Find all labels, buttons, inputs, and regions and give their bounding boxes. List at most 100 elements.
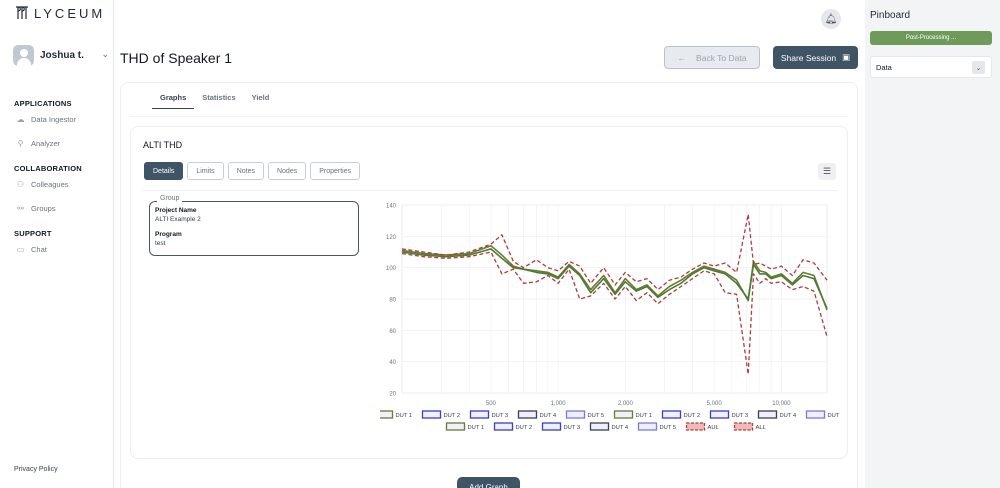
sidebar-item-label: Chat	[31, 245, 47, 254]
subtab-nodes[interactable]: Nodes	[267, 162, 307, 180]
legend-swatch	[733, 422, 754, 431]
add-graph-button[interactable]: Add Graph	[457, 477, 520, 488]
legend-swatch	[709, 410, 730, 419]
legend-swatch	[517, 410, 538, 419]
sidebar-item-analyzer[interactable]: ⚲ Analyzer	[16, 139, 61, 148]
series-line-all	[401, 251, 828, 375]
section-title-applications: APPLICATIONS	[14, 99, 72, 108]
back-to-data-label: Back To Data	[696, 52, 747, 63]
legend-swatch	[445, 422, 466, 431]
chat-icon: ▭	[16, 245, 25, 254]
sidebar-item-colleagues[interactable]: ⚇ Colleagues	[16, 180, 69, 189]
legend-swatch	[613, 410, 634, 419]
sidebar-item-label: Analyzer	[31, 139, 61, 148]
tab-yield[interactable]: Yield	[251, 93, 270, 102]
y-tick-label: 120	[386, 235, 397, 241]
share-session-label: Share Session	[780, 52, 837, 63]
legend-label: AUL	[708, 425, 720, 431]
pinboard-panel	[865, 0, 1000, 488]
legend-label: DUT 2	[684, 413, 701, 419]
legend-swatch	[589, 422, 610, 431]
share-session-button[interactable]: Share Session ▣	[773, 46, 858, 69]
subtab-notes[interactable]: Notes	[227, 162, 264, 180]
sidebar-item-label: Data Ingestor	[31, 115, 77, 124]
tab-statistics[interactable]: Statistics	[202, 93, 236, 102]
legend-swatch	[421, 410, 442, 419]
chevron-down-icon: ⌄	[101, 49, 109, 59]
legend-label: DUT 5	[588, 413, 605, 419]
x-tick-label: 2,000	[618, 401, 634, 407]
y-tick-label: 80	[389, 298, 396, 304]
legend-swatch	[805, 410, 826, 419]
legend-label: DUT 4	[780, 413, 797, 419]
legend-label: DUT 2	[516, 425, 533, 431]
pinboard-title: Pinboard	[870, 10, 911, 21]
sliders-icon[interactable]: ☰	[818, 163, 836, 180]
sidebar-item-label: Groups	[31, 204, 56, 213]
group-box	[149, 201, 359, 256]
thd-line-chart: 20 40 60 80 100 120 140 500 1,000 2,000 5,000 10,00…	[380, 204, 841, 431]
notification-bell-icon[interactable]: 🔔︎	[821, 9, 841, 29]
section-title-collaboration: COLLABORATION	[14, 164, 82, 173]
cloud-upload-icon: ☁	[16, 115, 25, 124]
user-name: Joshua t.	[40, 49, 84, 61]
logo-text: LYCEUM	[34, 5, 106, 21]
subtab-properties[interactable]: Properties	[310, 162, 361, 180]
pinboard-status-badge: Post-Processing ...	[870, 31, 992, 45]
legend-label: DUT 1	[396, 413, 413, 419]
lyceum-logo-icon	[16, 6, 28, 19]
privacy-policy-link[interactable]: Privacy Policy	[14, 466, 58, 473]
legend-swatch	[565, 410, 586, 419]
x-tick-label: 10,000	[772, 401, 791, 407]
card-divider	[143, 190, 838, 191]
group-legend: Group	[157, 195, 183, 202]
project-name-label: Project Name	[155, 207, 197, 214]
legend-swatch	[757, 410, 778, 419]
legend-swatch	[469, 410, 490, 419]
subtab-limits[interactable]: Limits	[187, 162, 224, 180]
pinboard-select-value: Data	[876, 62, 892, 72]
legend-label: DUT 1	[468, 425, 485, 431]
y-tick-label: 140	[386, 204, 397, 210]
graph-subtabs: Details Limits Notes Nodes Properties	[144, 162, 361, 180]
screen-share-icon: ▣	[842, 52, 851, 62]
sidebar-item-chat[interactable]: ▭ Chat	[16, 245, 47, 254]
users-icon: ⚇	[16, 180, 25, 189]
section-title-support: SUPPORT	[14, 229, 52, 238]
groups-icon: ⚯	[17, 204, 24, 213]
legend-label: DUT 3	[564, 425, 581, 431]
x-tick-label: 1,000	[551, 401, 567, 407]
project-name-value: ALTI Example 2	[155, 216, 201, 223]
pinboard-data-select[interactable]: Data ⌄	[870, 56, 992, 78]
subtab-details[interactable]: Details	[144, 162, 184, 180]
legend-label: ALL	[756, 425, 767, 431]
series-line-dut-1	[401, 244, 828, 311]
legend-swatch	[685, 422, 706, 431]
page-title: THD of Speaker 1	[120, 50, 233, 66]
sidebar-item-data-ingestor[interactable]: ☁ Data Ingestor	[16, 115, 77, 124]
legend-label: DUT 3	[732, 413, 749, 419]
x-tick-label: 500	[486, 401, 497, 407]
legend-label: DUT 3	[492, 413, 509, 419]
legend-label: DUT 4	[612, 425, 629, 431]
sidebar: LYCEUM Joshua t. ⌄ APPLICATIONS ☁ Data I…	[0, 0, 114, 488]
sidebar-item-label: Colleagues	[31, 180, 69, 189]
legend-swatch	[380, 410, 394, 419]
y-tick-label: 100	[386, 266, 397, 272]
legend-label: DUT 1	[636, 413, 653, 419]
legend-swatch	[541, 422, 562, 431]
app-logo[interactable]: LYCEUM	[14, 5, 105, 21]
y-tick-label: 40	[389, 360, 396, 366]
sidebar-item-groups[interactable]: ⚯ Groups	[16, 204, 56, 213]
program-value: test	[155, 240, 166, 247]
tab-graphs[interactable]: Graphs	[152, 91, 195, 109]
back-to-data-button[interactable]: ← Back To Data	[664, 46, 760, 69]
y-tick-label: 60	[389, 329, 396, 335]
avatar	[13, 44, 34, 66]
user-menu[interactable]: Joshua t. ⌄	[13, 43, 109, 67]
graph-title: ALTI THD	[143, 140, 183, 150]
legend-label: DUT 4	[540, 413, 557, 419]
y-tick-label: 20	[389, 392, 396, 398]
legend-label: DUT 5	[828, 413, 841, 419]
legend-swatch	[493, 422, 514, 431]
